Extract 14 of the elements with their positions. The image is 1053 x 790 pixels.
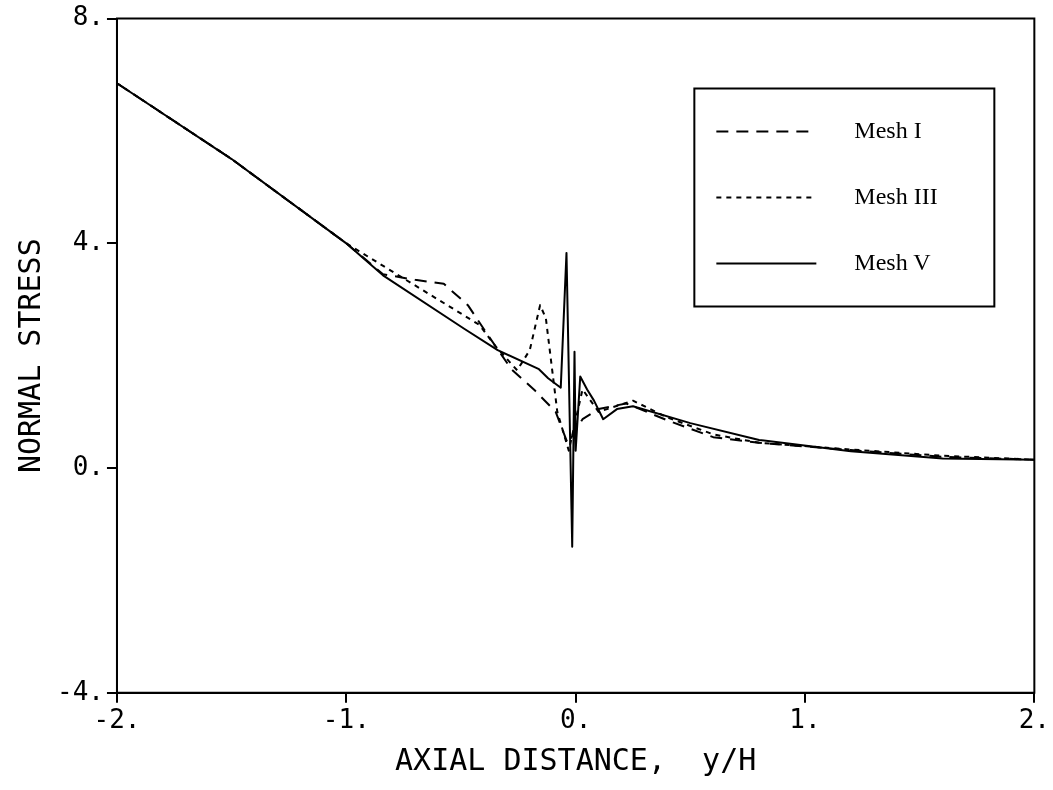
y-tick-label: 4.: [72, 226, 104, 257]
x-tick-label: 2.: [1018, 704, 1050, 735]
legend-label: Mesh V: [854, 248, 932, 275]
y-tick-label: 8.: [72, 1, 104, 32]
x-axis-title: AXIAL DISTANCE, y/H: [395, 741, 757, 777]
legend-label: Mesh I: [854, 116, 922, 143]
x-tick-label: -1.: [322, 704, 370, 735]
x-tick-label: 0.: [560, 704, 592, 735]
y-tick-label: 0.: [72, 450, 104, 481]
x-tick-label: 1.: [789, 704, 821, 735]
x-tick-label: -2.: [93, 704, 141, 735]
y-axis-title: NORMAL STRESS: [11, 238, 47, 474]
legend-label: Mesh III: [854, 182, 938, 209]
y-tick-label: -4.: [56, 675, 104, 706]
